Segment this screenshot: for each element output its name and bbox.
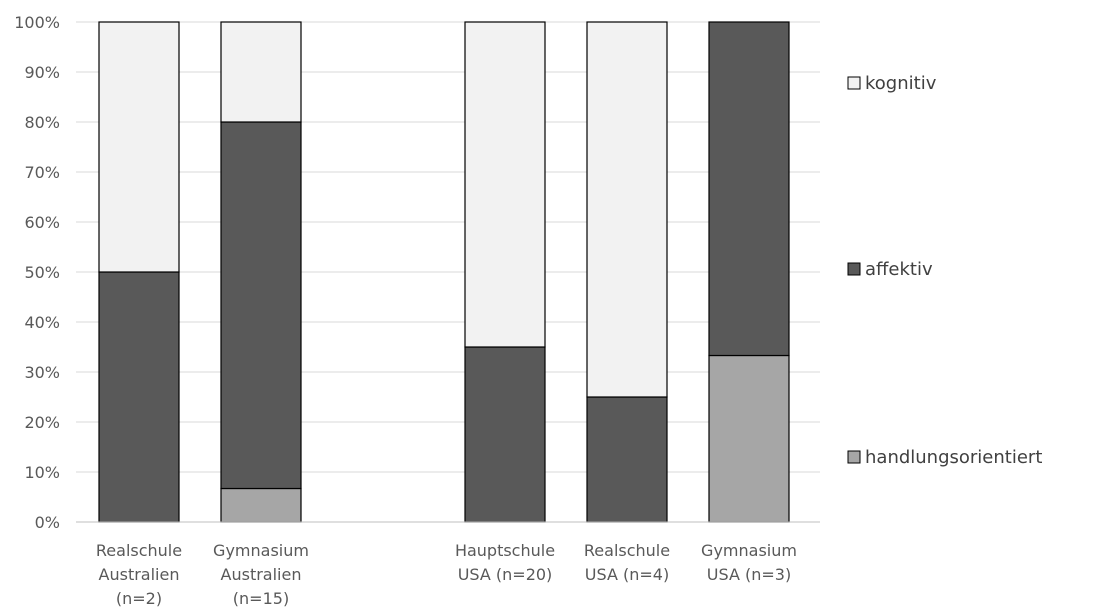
x-category-label: Australien xyxy=(221,565,302,584)
bar-segment-handlungsorientiert xyxy=(708,354,790,523)
legend-entry: kognitiv xyxy=(847,73,937,94)
y-tick-label: 20% xyxy=(24,413,60,432)
bar-segment-kognitiv xyxy=(98,21,180,273)
bar-segment-affektiv xyxy=(220,121,302,490)
y-tick-label: 50% xyxy=(24,263,60,282)
bar-stack xyxy=(220,21,302,523)
legend-entry: affektiv xyxy=(847,259,933,280)
y-tick-label: 30% xyxy=(24,363,60,382)
bar-segment-affektiv xyxy=(586,396,668,523)
x-category-label: USA (n=20) xyxy=(458,565,553,584)
x-category-label: Realschule xyxy=(96,541,182,560)
x-category-label: Realschule xyxy=(584,541,670,560)
legend-swatch xyxy=(847,450,861,464)
gridlines xyxy=(76,21,820,473)
x-category-label: Gymnasium xyxy=(701,541,797,560)
legend-label: handlungsorientiert xyxy=(865,447,1042,468)
y-tick-label: 40% xyxy=(24,313,60,332)
y-tick-label: 10% xyxy=(24,463,60,482)
x-axis-category-labels: Realschule Australien (n=2) Gymnasium Austra… xyxy=(96,541,797,608)
legend-swatch xyxy=(847,262,861,276)
y-tick-label: 70% xyxy=(24,163,60,182)
y-axis-tick-labels: 0% 10% 20% 30% 40% 50% 60% 70% 80% 90% 100% xyxy=(14,13,60,532)
legend-label: kognitiv xyxy=(865,73,937,94)
bar-stack xyxy=(98,21,180,523)
legend-entry: handlungsorientiert xyxy=(847,447,1042,468)
bar-segment-affektiv xyxy=(708,21,790,357)
x-category-label: Gymnasium xyxy=(213,541,309,560)
bars xyxy=(98,21,790,523)
bar-segment-handlungsorientiert xyxy=(220,487,302,523)
x-category-label: (n=15) xyxy=(233,589,289,608)
y-tick-label: 90% xyxy=(24,63,60,82)
bar-segment-affektiv xyxy=(98,271,180,523)
legend-label: affektiv xyxy=(865,259,933,280)
x-category-label: Australien xyxy=(99,565,180,584)
y-tick-label: 80% xyxy=(24,113,60,132)
y-tick-label: 60% xyxy=(24,213,60,232)
y-tick-label: 0% xyxy=(35,513,60,532)
x-category-label: USA (n=3) xyxy=(707,565,791,584)
legend-swatch xyxy=(847,76,861,90)
x-category-label: USA (n=4) xyxy=(585,565,669,584)
bar-stack xyxy=(586,21,668,523)
y-tick-label: 100% xyxy=(14,13,60,32)
bar-segment-kognitiv xyxy=(220,21,302,123)
x-category-label: (n=2) xyxy=(116,589,162,608)
bar-segment-kognitiv xyxy=(464,21,546,348)
legend: kognitiv affektiv handlungsorientiert xyxy=(847,73,1042,468)
bar-segment-affektiv xyxy=(464,346,546,523)
bar-stack xyxy=(708,21,790,523)
x-category-label: Hauptschule xyxy=(455,541,555,560)
bar-segment-kognitiv xyxy=(586,21,668,398)
bar-stack xyxy=(464,21,546,523)
